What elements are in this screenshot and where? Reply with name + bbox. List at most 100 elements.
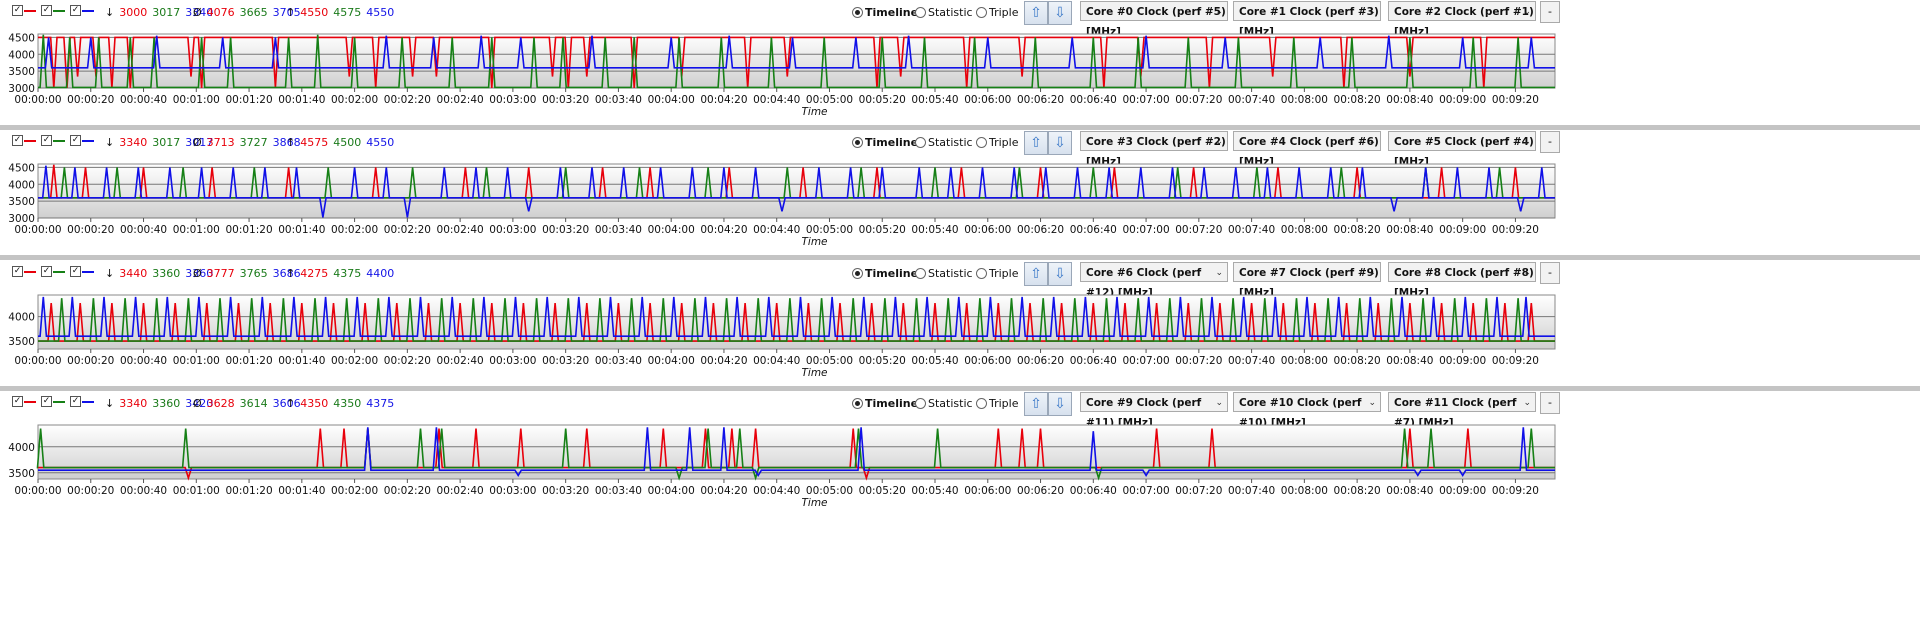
remove-chart-button[interactable]: - [1540, 392, 1560, 414]
move-up-button[interactable]: ⇧ [1024, 262, 1048, 286]
series-selector[interactable]: Core #3 Clock (perf #2) [MHz] ⌄ [1080, 131, 1228, 168]
series-checkbox[interactable]: ✓ [41, 266, 52, 277]
x-axis-title: Time [801, 497, 827, 509]
chart-panel: ✓ ✓ ✓ ↓ 3340 3360 3420 Ø 3628 3614 3606 ↑ 4350 4350 43… [0, 391, 1920, 516]
series-line [38, 165, 1555, 218]
radio-triple[interactable] [976, 7, 987, 18]
series-selector[interactable]: Core #4 Clock (perf #6) [MHz] ⌄ [1233, 131, 1381, 168]
series-selector[interactable]: Core #1 Clock (perf #3) [MHz] ⌄ [1233, 1, 1381, 38]
series-checkbox[interactable]: ✓ [12, 5, 23, 16]
stat-min-value: 3420 [185, 397, 214, 410]
remove-chart-button[interactable]: - [1540, 131, 1560, 153]
stat-max-symbol: ↑ [286, 267, 296, 280]
y-tick-label: 3500 [8, 66, 35, 78]
series-selector[interactable]: Core #2 Clock (perf #1) [MHz] ⌄ [1388, 1, 1536, 38]
chevron-down-icon: ⌄ [1368, 7, 1376, 17]
stat-min-symbol: ↓ [105, 267, 115, 280]
series-checkbox[interactable]: ✓ [70, 135, 81, 146]
stat-avg-value: 3868 [272, 136, 301, 149]
radio-statistic[interactable] [915, 398, 926, 409]
x-tick-label: 00:00:40 [120, 485, 167, 497]
radio-statistic[interactable] [915, 137, 926, 148]
radio-statistic[interactable] [915, 7, 926, 18]
x-tick-label: 00:06:40 [1070, 94, 1117, 106]
x-tick-label: 00:04:40 [753, 94, 800, 106]
x-tick-label: 00:05:00 [806, 355, 853, 367]
stat-avg-group: Ø 3777 3765 3686 [193, 266, 306, 281]
remove-chart-button[interactable]: - [1540, 262, 1560, 284]
radio-triple[interactable] [976, 137, 987, 148]
x-tick-label: 00:08:40 [1386, 94, 1433, 106]
x-tick-label: 00:05:40 [911, 355, 958, 367]
radio-timeline[interactable] [852, 137, 863, 148]
line-chart: 3500 4000 00:00:00 00:00:20 00:00:40 00:01:00… [8, 294, 1556, 379]
chart-toolbar: ✓ ✓ ✓ ↓ 3440 3360 3360 Ø 3777 3765 3686 ↑ 4275 4375 44… [0, 261, 1920, 299]
series-checkbox[interactable]: ✓ [41, 396, 52, 407]
chevron-down-icon: ⌄ [1215, 398, 1223, 408]
radio-triple[interactable] [976, 268, 987, 279]
stat-max-symbol: ↑ [286, 397, 296, 410]
remove-chart-button[interactable]: - [1540, 1, 1560, 23]
series-selector[interactable]: Core #6 Clock (perf #12) [MHz] ⌄ [1080, 262, 1228, 299]
series-selector[interactable]: Core #11 Clock (perf #7) [MHz] ⌄ [1388, 392, 1536, 429]
x-tick-label: 00:06:40 [1070, 485, 1117, 497]
line-chart: 3000 3500 4000 4500 00:00:00 00:00:20 00:00:40… [8, 32, 1556, 118]
series-checkbox[interactable]: ✓ [41, 135, 52, 146]
move-up-button[interactable]: ⇧ [1024, 131, 1048, 155]
x-tick-label: 00:00:00 [14, 355, 61, 367]
series-checkbox[interactable]: ✓ [70, 5, 81, 16]
series-selector[interactable]: Core #10 Clock (perf #10) [MHz] ⌄ [1233, 392, 1381, 429]
stat-min-group: ↓ 3000 3017 3340 [105, 5, 218, 20]
x-tick-label: 00:07:00 [1122, 224, 1169, 236]
x-tick-label: 00:04:00 [648, 224, 695, 236]
series-color-swatch [82, 140, 94, 142]
x-axis-title: Time [801, 106, 827, 118]
y-tick-label: 3000 [8, 213, 35, 225]
x-tick-label: 00:06:20 [1017, 355, 1064, 367]
move-up-button[interactable]: ⇧ [1024, 1, 1048, 25]
radio-statistic[interactable] [915, 268, 926, 279]
stat-avg-group: Ø 4076 3665 3705 [193, 5, 306, 20]
radio-triple[interactable] [976, 398, 987, 409]
series-checkbox[interactable]: ✓ [70, 396, 81, 407]
series-selector[interactable]: Core #8 Clock (perf #8) [MHz] ⌄ [1388, 262, 1536, 299]
x-tick-label: 00:05:20 [859, 94, 906, 106]
chevron-down-icon: ⌄ [1523, 7, 1531, 17]
series-checkbox[interactable]: ✓ [12, 135, 23, 146]
radio-timeline[interactable] [852, 398, 863, 409]
stat-avg-symbol: Ø [193, 136, 202, 149]
series-color-swatch [53, 401, 65, 403]
series-checkbox[interactable]: ✓ [12, 396, 23, 407]
stat-min-group: ↓ 3340 3017 3017 [105, 135, 218, 150]
chevron-down-icon: ⌄ [1215, 137, 1223, 147]
stat-max-value: 4400 [366, 267, 395, 280]
radio-timeline[interactable] [852, 268, 863, 279]
series-selector[interactable]: Core #7 Clock (perf #9) [MHz] ⌄ [1233, 262, 1381, 299]
stat-min-value: 3360 [185, 267, 214, 280]
x-tick-label: 00:07:00 [1122, 94, 1169, 106]
series-selector[interactable]: Core #9 Clock (perf #11) [MHz] ⌄ [1080, 392, 1228, 429]
plot-area [37, 294, 1556, 350]
series-checkbox[interactable]: ✓ [70, 266, 81, 277]
series-checkbox[interactable]: ✓ [12, 266, 23, 277]
move-down-button[interactable]: ⇩ [1048, 1, 1072, 25]
x-tick-label: 00:07:40 [1228, 94, 1275, 106]
move-down-button[interactable]: ⇩ [1048, 392, 1072, 416]
series-selector[interactable]: Core #0 Clock (perf #5) [MHz] ⌄ [1080, 1, 1228, 38]
move-up-button[interactable]: ⇧ [1024, 392, 1048, 416]
series-selector[interactable]: Core #5 Clock (perf #4) [MHz] ⌄ [1388, 131, 1536, 168]
panel-separator [0, 386, 1920, 391]
chart-panel: ✓ ✓ ✓ ↓ 3000 3017 3340 Ø 4076 3665 3705 ↑ 4550 4575 45… [0, 0, 1920, 130]
move-down-button[interactable]: ⇩ [1048, 131, 1072, 155]
x-tick-label: 00:09:00 [1439, 485, 1486, 497]
x-tick-label: 00:04:40 [753, 224, 800, 236]
stat-min-value: 3017 [152, 136, 181, 149]
chevron-down-icon: ⌄ [1215, 268, 1223, 278]
x-tick-label: 00:04:00 [648, 355, 695, 367]
radio-timeline[interactable] [852, 7, 863, 18]
move-down-button[interactable]: ⇩ [1048, 262, 1072, 286]
series-checkbox[interactable]: ✓ [41, 5, 52, 16]
x-tick-label: 00:04:20 [700, 224, 747, 236]
stat-avg-group: Ø 3713 3727 3868 [193, 135, 306, 150]
x-tick-label: 00:05:00 [806, 94, 853, 106]
